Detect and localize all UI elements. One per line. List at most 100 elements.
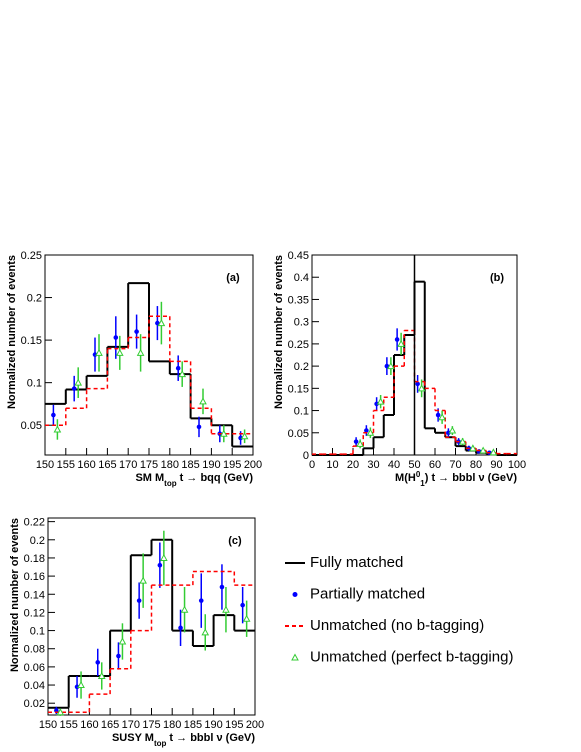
y-tick-label: 0.4 — [294, 272, 309, 284]
panel-label: (a) — [226, 272, 240, 284]
y-tick-label: 0.2 — [27, 293, 42, 305]
y-tick-label: 0.45 — [288, 250, 309, 262]
y-tick-label: 0 — [303, 450, 309, 462]
x-tick-label: 165 — [98, 459, 116, 471]
x-tick-label: 30 — [367, 459, 379, 471]
data-point — [242, 614, 251, 622]
y-tick-label: 0.14 — [24, 589, 45, 601]
y-tick-label: 0.25 — [288, 339, 309, 351]
data-point — [469, 444, 477, 452]
x-tick-label: 180 — [161, 459, 179, 471]
data-point — [115, 348, 124, 356]
data-point — [356, 439, 364, 447]
x-tick-label: 150 — [36, 459, 54, 471]
data-point — [178, 370, 187, 378]
y-tick-label: 0.06 — [24, 662, 45, 674]
y-tick-label: 0.25 — [21, 250, 42, 262]
y-tick-label: 0.35 — [288, 294, 309, 306]
data-point — [136, 598, 142, 603]
data-point — [240, 432, 249, 440]
data-point — [489, 448, 498, 456]
y-tick-label: 0.15 — [288, 383, 309, 395]
data-point — [366, 428, 375, 436]
x-tick-label: 20 — [347, 459, 359, 471]
y-tick-label: 0.02 — [24, 698, 45, 710]
data-point — [113, 335, 119, 340]
x-axis-title-part: SUSY M — [112, 732, 154, 744]
x-axis-title-part: t → bbbl ν (GeV) — [166, 732, 255, 744]
x-tick-label: 90 — [490, 459, 502, 471]
x-tick-label: 160 — [80, 719, 98, 731]
x-axis-title-part: t → bqq (GeV) — [177, 472, 254, 484]
data-point — [136, 348, 145, 356]
x-axis-title: SUSY Mtop t → bbbl ν (GeV) — [112, 732, 255, 748]
data-point — [446, 430, 451, 436]
x-tick-label: 155 — [60, 719, 78, 731]
x-tick-label: 175 — [142, 719, 160, 731]
data-point — [118, 637, 127, 645]
data-point — [394, 337, 400, 342]
data-point — [116, 653, 121, 659]
legend-label: Unmatched (perfect b-tagging) — [310, 648, 513, 665]
data-point — [56, 708, 65, 716]
data-point — [74, 378, 83, 386]
x-tick-label: 10 — [326, 459, 338, 471]
legend-label: Unmatched (no b-tagging) — [310, 617, 484, 634]
panel: 150 155 160 165 170 175 180 185 190 195 200 0.05 0.1… — [6, 250, 262, 488]
x-tick-label: 170 — [119, 459, 137, 471]
x-axis-title-part: top — [154, 739, 167, 748]
x-tick-label: 195 — [225, 719, 243, 731]
x-tick-label: 185 — [184, 719, 202, 731]
data-point — [178, 625, 183, 631]
data-point — [201, 628, 210, 636]
x-tick-label: 160 — [77, 459, 95, 471]
data-point — [134, 329, 139, 334]
data-point — [438, 413, 446, 421]
x-axis-title: SM Mtop t → bqq (GeV) — [135, 472, 253, 488]
x-tick-label: 190 — [202, 459, 220, 471]
y-tick-label: 0.05 — [288, 428, 309, 440]
x-tick-label: 80 — [470, 459, 482, 471]
legend-symbol — [292, 592, 298, 597]
y-tick-label: 0.1 — [294, 406, 309, 418]
data-point — [397, 339, 405, 347]
y-tick-label: 0.05 — [21, 420, 42, 432]
x-axis-title-part: ) t → bbbl ν (GeV) — [425, 472, 518, 484]
y-tick-label: 0.12 — [24, 607, 45, 619]
data-point — [175, 365, 181, 371]
x-axis-title-part: M(H — [395, 472, 416, 484]
panel: 0 10 20 30 40 50 60 70 80 90 10000.050.10.150.20.2… — [273, 250, 526, 488]
data-point — [155, 320, 160, 326]
x-tick-label: 50 — [408, 459, 420, 471]
x-tick-label: 150 — [39, 719, 57, 731]
data-point — [157, 562, 163, 568]
y-tick-label: 0.22 — [24, 517, 45, 529]
y-axis-title: Normalized number of events — [9, 518, 21, 672]
x-axis-title-part: SM M — [135, 472, 164, 484]
data-point — [240, 602, 245, 608]
x-tick-label: 195 — [223, 459, 241, 471]
x-tick-label: 155 — [57, 459, 75, 471]
y-axis-title: Normalized number of events — [6, 255, 18, 409]
x-tick-label: 70 — [449, 459, 461, 471]
x-tick-label: 190 — [204, 719, 222, 731]
data-point — [458, 437, 467, 445]
data-point — [95, 348, 103, 356]
y-tick-label: 0.1 — [30, 626, 45, 638]
x-tick-label: 185 — [181, 459, 199, 471]
x-tick-label: 200 — [244, 459, 262, 471]
legend-label: Fully matched — [310, 554, 403, 571]
y-tick-label: 0.2 — [30, 535, 45, 547]
data-point — [417, 384, 426, 392]
data-point — [415, 381, 420, 387]
data-point — [219, 584, 225, 590]
x-tick-label: 0 — [309, 459, 315, 471]
data-point — [97, 671, 106, 679]
x-axis-title-part: top — [164, 479, 177, 488]
y-tick-label: 0.3 — [294, 317, 309, 329]
data-point — [353, 439, 359, 444]
data-point — [384, 363, 390, 369]
y-tick-label: 0.08 — [24, 644, 45, 656]
data-point — [222, 605, 230, 613]
